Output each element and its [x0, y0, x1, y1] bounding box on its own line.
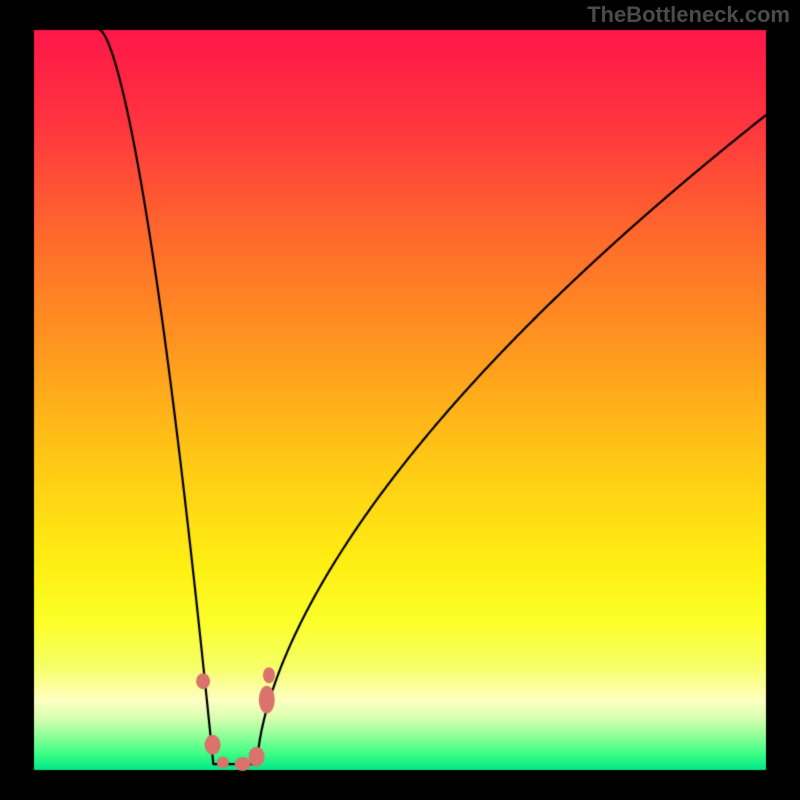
bottleneck-chart-canvas: [0, 0, 800, 800]
chart-container: TheBottleneck.com: [0, 0, 800, 800]
watermark-text: TheBottleneck.com: [587, 2, 790, 28]
